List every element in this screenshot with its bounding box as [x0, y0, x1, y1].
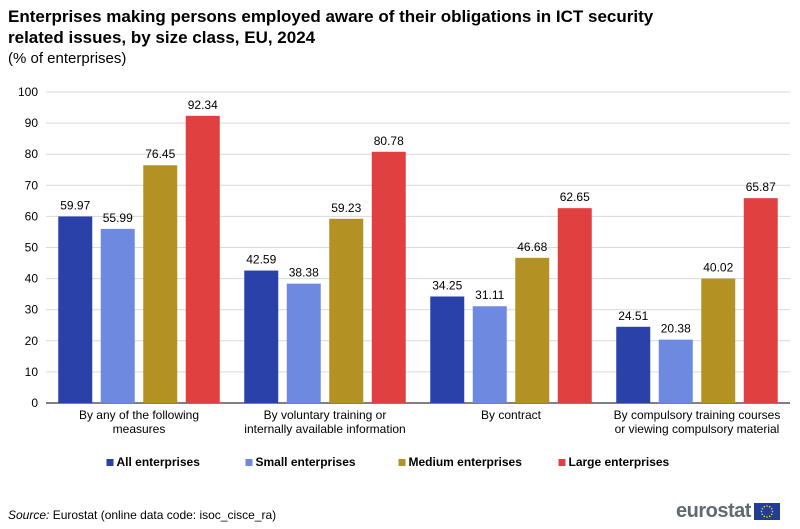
x-tick-label: measures — [113, 422, 166, 436]
legend-swatch — [558, 459, 566, 466]
data-label: 55.99 — [103, 211, 133, 225]
bar — [430, 296, 465, 403]
legend-swatch — [398, 459, 406, 466]
y-tick-label: 90 — [25, 116, 39, 130]
chart-subtitle: (% of enterprises) — [8, 50, 127, 67]
bar — [185, 115, 220, 403]
data-label: 38.38 — [289, 266, 319, 280]
flag-star — [766, 505, 768, 507]
bar — [743, 198, 778, 403]
data-label: 20.38 — [661, 322, 691, 336]
flag-star — [761, 507, 763, 510]
legend-label: Small enterprises — [256, 455, 356, 469]
data-label: 24.51 — [618, 309, 648, 323]
data-label: 42.59 — [246, 253, 276, 267]
source-text: Eurostat (online data code: isoc_cisce_r… — [49, 508, 277, 522]
eu-flag-icon — [753, 503, 780, 520]
bar — [472, 306, 507, 403]
legend-swatch — [245, 459, 253, 466]
legend-label: All enterprises — [117, 455, 201, 469]
flag-star — [766, 516, 768, 518]
y-tick-label: 30 — [25, 303, 39, 317]
data-label: 34.25 — [432, 278, 462, 292]
bar — [658, 339, 693, 403]
bar — [616, 326, 651, 403]
legend-label: Medium enterprises — [409, 455, 523, 469]
data-label: 59.97 — [60, 198, 90, 212]
flag-star — [770, 513, 773, 516]
x-tick-label: internally available information — [244, 422, 405, 436]
bar — [371, 151, 406, 403]
logo-text: eurostat — [676, 500, 751, 522]
y-tick-label: 100 — [18, 85, 38, 99]
data-label: 65.87 — [746, 180, 776, 194]
flag-star — [770, 507, 773, 510]
bar — [286, 283, 321, 403]
eurostat-logo: eurostat — [676, 500, 780, 523]
data-label: 40.02 — [703, 261, 733, 275]
chart-title: Enterprises making persons employed awar… — [8, 7, 654, 47]
x-tick-label: or viewing compulsory material — [615, 422, 780, 436]
bar — [329, 218, 364, 403]
flag-star — [763, 505, 765, 508]
data-label: 80.78 — [374, 134, 404, 148]
y-tick-label: 40 — [25, 272, 39, 286]
data-label: 59.23 — [331, 201, 361, 215]
flag-star — [771, 510, 774, 513]
data-label: 46.68 — [517, 240, 547, 254]
flag-star — [768, 515, 771, 518]
bar — [557, 208, 592, 403]
data-label: 62.65 — [560, 190, 590, 204]
y-tick-label: 70 — [25, 178, 39, 192]
y-tick-label: 60 — [25, 209, 39, 223]
y-tick-label: 10 — [25, 365, 39, 379]
y-tick-label: 80 — [25, 147, 39, 161]
x-tick-label: By voluntary training or — [264, 408, 387, 422]
source-label: Source: — [8, 508, 50, 522]
bar — [701, 278, 736, 403]
legend-swatch — [106, 459, 114, 466]
bar — [143, 165, 178, 403]
flag-star — [760, 510, 763, 513]
data-label: 76.45 — [145, 147, 175, 161]
flag-star — [761, 513, 763, 516]
bar — [100, 228, 135, 403]
data-label: 31.11 — [475, 288, 504, 302]
y-tick-label: 50 — [25, 241, 39, 255]
bar — [515, 257, 550, 403]
x-tick-label: By any of the following — [79, 408, 199, 422]
flag-star — [768, 505, 771, 508]
bar — [244, 270, 279, 403]
bar-chart: 0 10 20 30 40 50 60 70 80 90 100 59.97 55.99 76.45 92.… — [18, 85, 790, 469]
y-tick-label: 0 — [31, 396, 38, 410]
y-tick-label: 20 — [25, 334, 39, 348]
legend-label: Large enterprises — [569, 455, 670, 469]
bar — [58, 216, 93, 403]
flag-star — [763, 515, 765, 518]
x-tick-label: By contract — [481, 408, 542, 422]
data-label: 92.34 — [188, 98, 218, 112]
source-note: Source: Eurostat (online data code: isoc… — [8, 508, 276, 522]
x-tick-label: By compulsory training courses — [614, 408, 781, 422]
